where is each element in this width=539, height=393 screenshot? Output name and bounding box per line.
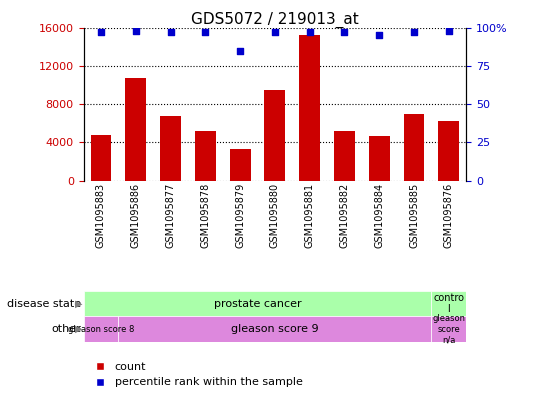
Text: GSM1095880: GSM1095880 [270,183,280,248]
Bar [119,316,431,342]
Bar [369,136,390,181]
Text: ▶: ▶ [75,324,82,334]
Bar [84,316,119,342]
Bar [91,135,112,181]
Text: GSM1095883: GSM1095883 [96,183,106,248]
Text: GSM1095884: GSM1095884 [374,183,384,248]
Text: GSM1095878: GSM1095878 [201,183,210,248]
Text: prostate cancer: prostate cancer [213,299,301,309]
Text: gleason score 8: gleason score 8 [68,325,134,334]
Text: GSM1095877: GSM1095877 [165,183,176,248]
Bar [404,114,425,181]
Text: other: other [51,324,81,334]
Text: GSM1095879: GSM1095879 [235,183,245,248]
Bar [125,78,146,181]
Bar [195,131,216,181]
Bar [431,291,466,316]
Bar [230,149,251,181]
Point [271,29,279,35]
Point [445,28,453,34]
Bar [334,131,355,181]
Text: GSM1095882: GSM1095882 [340,183,349,248]
Legend: count, percentile rank within the sample: count, percentile rank within the sample [89,362,302,387]
Point [410,29,418,35]
Point [306,29,314,35]
Bar [299,35,320,181]
Bar [438,121,459,181]
Text: contro
l: contro l [433,293,464,314]
Text: gleason
score
n/a: gleason score n/a [432,314,465,344]
Text: GSM1095885: GSM1095885 [409,183,419,248]
Text: gleason score 9: gleason score 9 [231,324,319,334]
Point [201,29,210,35]
Bar [265,90,285,181]
Point [236,47,244,53]
Bar [160,116,181,181]
Text: GSM1095886: GSM1095886 [131,183,141,248]
Point [375,32,384,38]
Title: GDS5072 / 219013_at: GDS5072 / 219013_at [191,11,359,28]
Text: GSM1095881: GSM1095881 [305,183,315,248]
Bar [431,316,466,342]
Point [132,28,140,34]
Text: GSM1095876: GSM1095876 [444,183,454,248]
Point [340,29,349,35]
Text: ▶: ▶ [75,299,82,309]
Point [166,29,175,35]
Point [96,29,105,35]
Text: disease state: disease state [6,299,81,309]
